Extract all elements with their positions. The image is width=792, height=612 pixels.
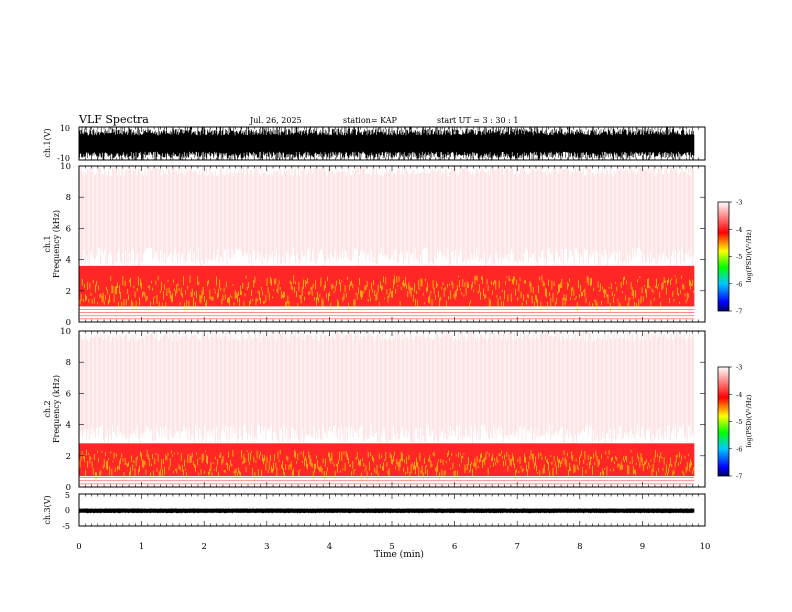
ch3-waveform-panel: 5 0 -5 ch.3(V) [43, 491, 706, 531]
ch1-waveform-trace [78, 127, 695, 160]
freq-tick-label: 6 [66, 224, 71, 234]
colorbar-tick-label: -7 [736, 473, 742, 481]
x-tick-label: 0 [76, 542, 81, 552]
colorbar-tick-label: -4 [736, 391, 742, 399]
colorbar-tick-label: -3 [736, 199, 742, 207]
colorbar-tick-label: -6 [736, 445, 742, 453]
waveform-path [78, 508, 695, 514]
ch3-ytick-mid: 0 [65, 506, 70, 515]
spectrogram-background-streaks [79, 331, 694, 444]
ch2-spectrogram-panel: 0 2 4 6 8 10 ch.2 Frequency (kHz) [43, 327, 706, 493]
waveform-path [78, 127, 695, 160]
ch2-colorbar: -3 -4 -5 -6 -7 log(PSD)(V²/Hz) [717, 364, 753, 481]
colorbar-tick-label: -6 [736, 280, 742, 288]
spectrogram-background-streaks [79, 166, 694, 266]
freq-tick-label: 6 [66, 389, 71, 399]
freq-tick-label: 2 [66, 287, 71, 297]
spectrogram-intense-band [79, 265, 695, 307]
colorbar-tick-label: -5 [736, 253, 742, 261]
date-label: Jul. 26, 2025 [249, 116, 302, 125]
x-tick-label: 7 [514, 542, 519, 552]
ch1-waveform-panel: 10 -10 ch.1(V) [43, 124, 706, 163]
freq-tick-label: 8 [66, 358, 71, 368]
x-axis-label: Time (min) [374, 549, 424, 560]
freq-tick-label: 4 [66, 421, 71, 431]
ch3-waveform-ylabel: ch.3(V) [43, 495, 52, 524]
ch2-spectrogram-ylabel-freq: Frequency (kHz) [52, 375, 61, 443]
ch1-spectrogram-ylabel-freq: Frequency (kHz) [52, 210, 61, 278]
ch3-ytick-bottom: -5 [62, 522, 70, 531]
freq-tick-label: 10 [60, 162, 71, 172]
ch1-waveform-ylabel: ch.1(V) [43, 128, 52, 157]
ch3-waveform-trace [78, 508, 695, 514]
x-tick-label: 4 [327, 542, 332, 552]
x-tick-label: 10 [700, 542, 711, 552]
spectrogram-peak-speckle [79, 275, 695, 313]
ch2-spectrogram-heatmap [79, 331, 695, 485]
ch1-colorbar-label: log(PSD)(V²/Hz) [745, 229, 753, 282]
ch1-colorbar: -3 -4 -5 -6 -7 log(PSD)(V²/Hz) [717, 199, 753, 316]
freq-tick-label: 2 [66, 452, 71, 462]
x-tick-label: 8 [577, 542, 582, 552]
ch2-colorbar-label: log(PSD)(V²/Hz) [745, 394, 753, 447]
spectrogram-intense-band [79, 443, 695, 477]
ch1-ytick-bottom: -10 [57, 154, 70, 163]
ch1-ytick-top: 10 [60, 124, 70, 133]
x-tick-label: 3 [264, 542, 269, 552]
freq-tick-label: 4 [66, 256, 71, 266]
ch1-spectrogram-panel: 0 2 4 6 8 10 ch.1 Frequency (kHz) [43, 162, 706, 328]
ch1-colorbar-gradient [717, 201, 730, 312]
x-axis-tick-labels: 0 1 2 3 4 5 6 7 8 9 10 [76, 542, 710, 552]
freq-tick-label: 10 [60, 327, 71, 337]
colorbar-tick-label: -4 [736, 226, 742, 234]
freq-tick-label: 0 [66, 318, 71, 328]
ch2-spectrogram-ylabel-ch: ch.2 [43, 400, 52, 417]
x-tick-label: 2 [201, 542, 206, 552]
ch1-spectrogram-heatmap [79, 166, 695, 320]
colorbar-tick-label: -3 [736, 364, 742, 372]
freq-tick-label: 8 [66, 193, 71, 203]
x-tick-label: 5 [389, 542, 394, 552]
colorbar-tick-label: -7 [736, 308, 742, 316]
ch3-ytick-top: 5 [65, 491, 70, 500]
station-label: station= KAP [343, 116, 398, 125]
start-time-label: start UT = 3 : 30 : 1 [437, 116, 518, 125]
x-tick-label: 1 [139, 542, 144, 552]
spectrogram-peak-speckle [79, 449, 695, 482]
x-tick-label: 9 [640, 542, 645, 552]
ch2-colorbar-gradient [717, 366, 730, 477]
figure-title: VLF Spectra [78, 113, 149, 126]
x-tick-label: 6 [452, 542, 457, 552]
ch1-spectrogram-ylabel-ch: ch.1 [43, 235, 52, 252]
colorbar-tick-label: -5 [736, 418, 742, 426]
freq-tick-label: 0 [66, 483, 71, 493]
